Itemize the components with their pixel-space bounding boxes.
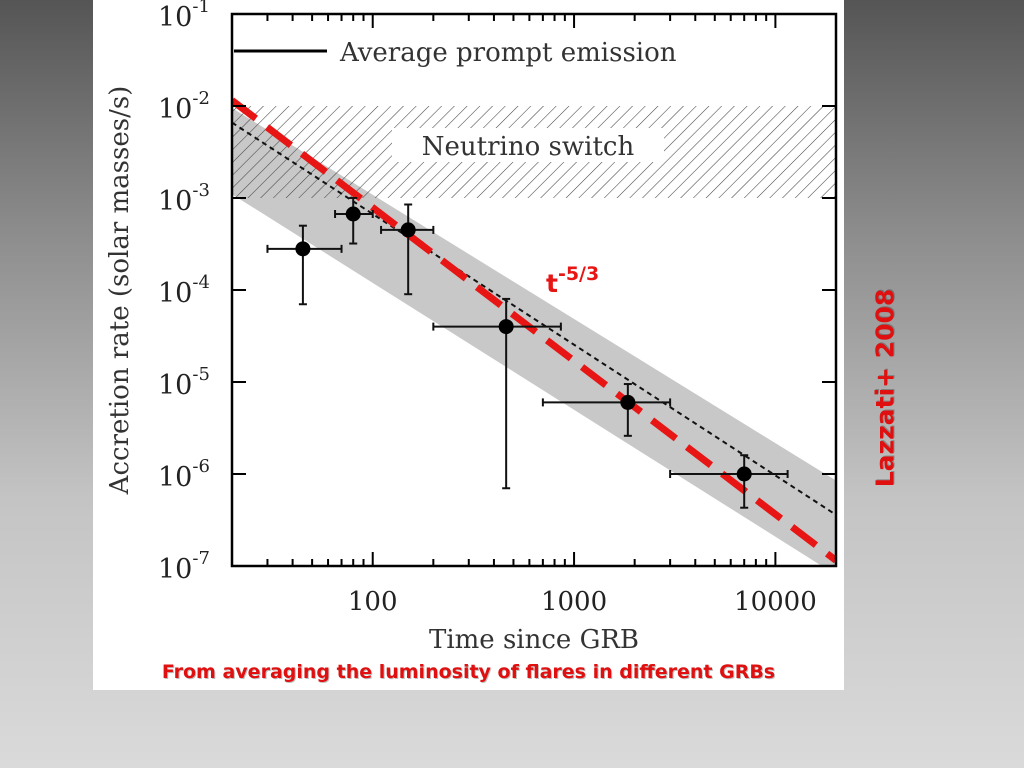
neutrino-switch-label: Neutrino switch: [422, 132, 635, 162]
data-point-1: [266, 224, 343, 306]
y-tick-label: 10-4: [158, 272, 210, 309]
data-marker: [498, 319, 514, 335]
x-tick-label: 100: [348, 587, 398, 617]
power-law-label: t-5/3: [546, 263, 599, 298]
y-tick-label: 10-6: [158, 456, 210, 493]
neutrino-switch-label-bg: [392, 128, 664, 162]
power-law-line: [232, 97, 836, 564]
average-fit-line: [232, 121, 836, 516]
legend-label: Average prompt emission: [339, 38, 677, 68]
y-tick-exponent: -2: [192, 88, 210, 109]
data-point-5: [541, 383, 672, 437]
citation-label: Lazzati+ 2008: [870, 288, 900, 488]
data-point-3: [380, 203, 435, 296]
data-point-2: [334, 197, 374, 245]
data-marker: [345, 206, 361, 222]
data-marker: [295, 241, 311, 257]
y-tick-exponent: -1: [192, 0, 210, 17]
data-point-6: [669, 454, 789, 509]
data-marker: [400, 222, 416, 238]
x-tick-label: 1000: [541, 587, 607, 617]
y-axis-label: Accretion rate (solar masses/s): [105, 86, 135, 496]
y-tick-label: 10-2: [158, 88, 210, 125]
y-tick-label: 10-7: [158, 548, 210, 585]
y-tick-exponent: -3: [192, 180, 210, 201]
slide-caption: From averaging the luminosity of flares …: [161, 661, 776, 683]
y-tick-exponent: -6: [192, 456, 210, 477]
power-law-exponent: -5/3: [558, 263, 599, 285]
x-axis-label: Time since GRB: [429, 625, 639, 655]
data-point-4: [432, 297, 562, 490]
data-marker: [620, 394, 636, 410]
y-tick-label: 10-5: [158, 364, 210, 401]
y-tick-label: 10-3: [158, 180, 210, 217]
x-tick-label: 10000: [734, 587, 817, 617]
data-marker: [736, 466, 752, 482]
y-tick-exponent: -5: [192, 364, 210, 385]
y-tick-exponent: -4: [192, 272, 210, 293]
y-tick-exponent: -7: [192, 548, 210, 569]
y-tick-label: 10-1: [158, 0, 210, 33]
confidence-band: [232, 108, 836, 566]
